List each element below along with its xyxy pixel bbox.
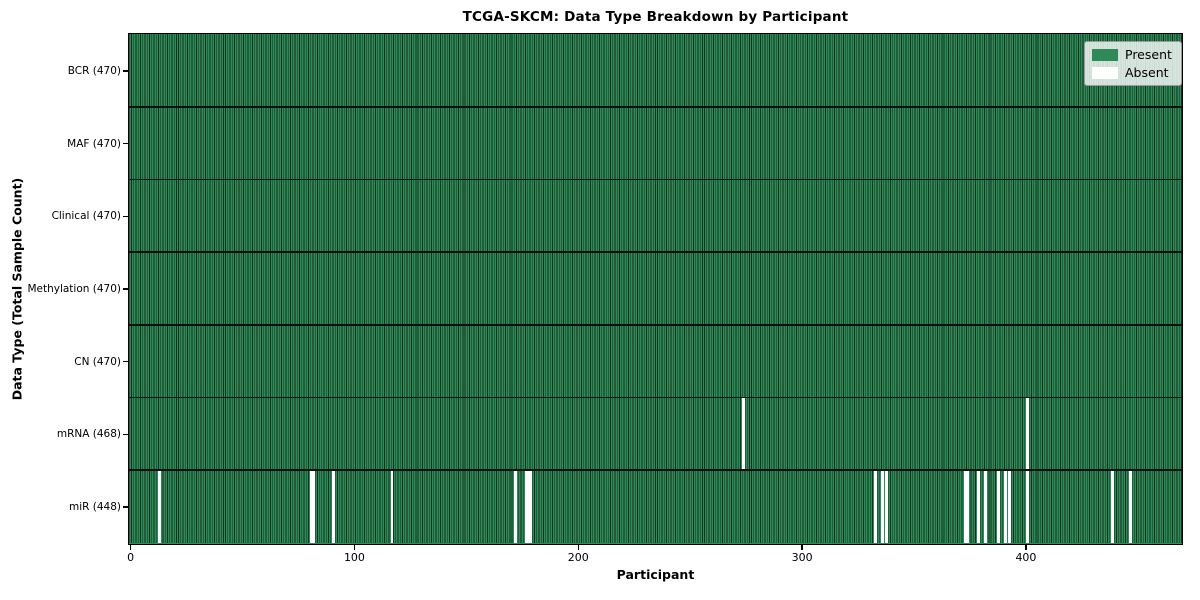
- y-tick-label-CN: CN (470): [74, 355, 121, 368]
- row-divider: [129, 324, 1182, 326]
- absent-cell-miR-379: [977, 470, 980, 543]
- row-divider: [129, 251, 1182, 253]
- absent-cell-miR-382: [983, 470, 987, 543]
- x-tick-mark: [1025, 545, 1027, 550]
- absent-cell-mRNA-274: [742, 397, 745, 471]
- heatmap-row-mRNA: [129, 397, 1182, 471]
- absent-cell-miR-179: [529, 470, 533, 543]
- y-tick-mark: [123, 142, 128, 145]
- legend: Present Absent: [1084, 41, 1182, 86]
- absent-cell-miR-447: [1129, 470, 1133, 543]
- plot-area: [128, 33, 1183, 545]
- absent-cell-miR-333: [874, 470, 877, 543]
- absent-cell-miR-172: [513, 470, 517, 543]
- x-tick-label-0: 0: [127, 551, 135, 564]
- present-swatch-icon: [1092, 48, 1118, 61]
- heatmap-row-MAF: [129, 106, 1182, 180]
- y-tick-mark: [123, 215, 128, 217]
- y-tick-mark: [123, 433, 128, 436]
- x-tick-mark: [129, 545, 132, 550]
- x-tick-mark: [353, 545, 356, 550]
- absent-cell-miR-388: [997, 470, 1000, 543]
- legend-label-absent: Absent: [1125, 65, 1169, 80]
- absent-cell-mRNA-401: [1026, 397, 1030, 471]
- absent-cell-miR-373: [963, 470, 967, 543]
- absent-swatch-icon: [1092, 66, 1118, 79]
- absent-cell-miR-177: [524, 470, 528, 543]
- y-tick-label-miR: miR (448): [68, 501, 121, 514]
- x-tick-label-200: 200: [567, 551, 589, 564]
- y-tick-mark: [123, 288, 128, 290]
- legend-entry-present: Present: [1092, 48, 1172, 61]
- heatmap-row-Methylation: [129, 252, 1182, 325]
- absent-cell-miR-82: [312, 470, 316, 543]
- y-tick-mark: [123, 506, 128, 508]
- x-tick-label-400: 400: [1015, 551, 1037, 564]
- row-divider: [129, 105, 1182, 108]
- x-tick-mark: [801, 545, 803, 550]
- legend-entry-absent: Absent: [1092, 66, 1172, 79]
- absent-cell-miR-117: [390, 470, 394, 543]
- absent-cell-miR-336: [880, 470, 884, 543]
- absent-cell-miR-401: [1026, 470, 1030, 543]
- heatmap-row-BCR: [129, 34, 1182, 107]
- absent-cell-miR-439: [1111, 470, 1115, 543]
- y-tick-label-Methylation: Methylation (470): [27, 283, 121, 295]
- absent-cell-miR-178: [527, 470, 530, 543]
- y-tick-mark: [123, 70, 128, 72]
- absent-cell-miR-81: [310, 470, 313, 543]
- y-tick-label-mRNA: mRNA (468): [56, 428, 121, 441]
- y-tick-label-BCR: BCR (470): [67, 64, 121, 77]
- x-axis-label: Participant: [616, 567, 695, 582]
- heatmap-row-CN: [129, 324, 1182, 398]
- x-tick-mark: [577, 545, 579, 550]
- absent-cell-miR-391: [1003, 470, 1007, 543]
- absent-cell-miR-374: [965, 470, 969, 543]
- chart-title: TCGA-SKCM: Data Type Breakdown by Partic…: [462, 9, 849, 25]
- row-divider: [129, 396, 1182, 399]
- absent-cell-miR-91: [332, 470, 336, 543]
- absent-cell-miR-338: [885, 470, 889, 543]
- row-divider: [129, 178, 1182, 181]
- row-divider: [129, 469, 1182, 472]
- y-tick-mark: [123, 361, 128, 363]
- x-tick-label-100: 100: [343, 551, 365, 564]
- y-tick-label-Clinical: Clinical (470): [51, 210, 121, 223]
- legend-label-present: Present: [1125, 47, 1172, 62]
- heatmap-row-Clinical: [129, 179, 1182, 253]
- x-tick-label-300: 300: [791, 551, 813, 564]
- absent-cell-miR-13: [157, 470, 161, 543]
- heatmap-row-miR: [129, 470, 1182, 543]
- y-tick-label-MAF: MAF (470): [67, 137, 121, 150]
- absent-cell-miR-393: [1008, 470, 1012, 543]
